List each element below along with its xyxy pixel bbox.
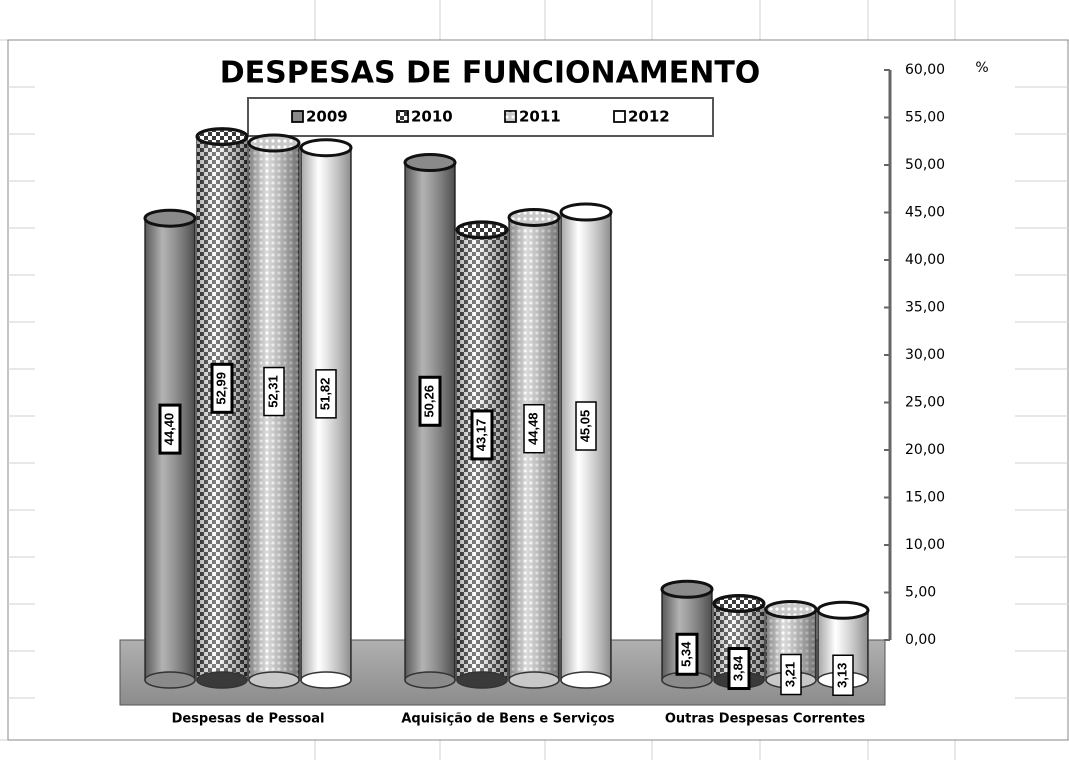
y-tick-label: 5,00 bbox=[905, 585, 936, 601]
value-label: 51,82 bbox=[317, 378, 332, 411]
value-label: 3,84 bbox=[730, 655, 745, 681]
value-label: 50,26 bbox=[421, 385, 436, 418]
value-label-box bbox=[727, 647, 751, 691]
legend-label: 2009 bbox=[306, 108, 348, 126]
bar-top-pattern bbox=[147, 212, 193, 225]
y-tick-label: 15,00 bbox=[905, 490, 945, 506]
x-tick-label: Aquisição de Bens e Serviços bbox=[401, 712, 615, 727]
value-label-box bbox=[418, 375, 442, 427]
y-tick-label: 55,00 bbox=[905, 110, 945, 126]
y-tick-label: 45,00 bbox=[905, 205, 945, 221]
y-tick-label: 10,00 bbox=[905, 537, 945, 553]
cylinder bbox=[507, 207, 561, 689]
bar-base bbox=[248, 671, 300, 689]
bar-base bbox=[144, 671, 196, 689]
y-tick-label: 50,00 bbox=[905, 157, 945, 173]
bar-top-pattern bbox=[716, 597, 762, 610]
legend-label: 2010 bbox=[411, 108, 453, 126]
value-label: 43,17 bbox=[473, 419, 488, 452]
value-label-box bbox=[263, 366, 285, 417]
bar-top-pattern bbox=[459, 223, 505, 236]
legend-swatch-pattern bbox=[504, 110, 517, 123]
value-label-box bbox=[780, 653, 802, 696]
x-tick-label: Despesas de Pessoal bbox=[172, 712, 325, 727]
value-label-box bbox=[575, 401, 597, 451]
bar-top-pattern bbox=[768, 603, 814, 616]
y-tick-label: 35,00 bbox=[905, 300, 945, 316]
value-label-box bbox=[315, 369, 337, 419]
value-label: 5,34 bbox=[678, 641, 693, 667]
cylinder bbox=[247, 133, 301, 689]
legend-swatch-pattern bbox=[613, 110, 626, 123]
value-label: 52,99 bbox=[213, 372, 228, 405]
bar-base bbox=[508, 671, 560, 689]
y-tick-label: 60,00 bbox=[905, 62, 945, 78]
value-label: 44,48 bbox=[525, 412, 540, 445]
bar-top-pattern bbox=[511, 211, 557, 224]
bar-base bbox=[456, 671, 508, 689]
y-unit: % bbox=[975, 60, 988, 76]
bar-top-pattern bbox=[303, 141, 349, 154]
bar-top-pattern bbox=[251, 137, 297, 150]
bar-top-pattern bbox=[664, 583, 710, 596]
value-label: 52,31 bbox=[265, 375, 280, 408]
sheet-grid bbox=[8, 86, 1069, 699]
cylinder bbox=[299, 138, 353, 689]
value-label: 3,21 bbox=[782, 662, 797, 687]
cylinder bbox=[764, 600, 818, 689]
bar-base bbox=[404, 671, 456, 689]
bar-top-pattern bbox=[563, 206, 609, 219]
bar-base bbox=[560, 671, 612, 689]
x-tick-label: Outras Despesas Correntes bbox=[665, 712, 866, 727]
legend bbox=[247, 97, 714, 137]
cylinder bbox=[403, 153, 457, 689]
value-label-box bbox=[675, 632, 699, 676]
legend-swatch-pattern bbox=[291, 110, 304, 123]
chart-title: DESPESAS DE FUNCIONAMENTO bbox=[220, 56, 761, 91]
value-label: 44,40 bbox=[161, 413, 176, 446]
value-label-box bbox=[158, 403, 182, 455]
bar-top-pattern bbox=[407, 156, 453, 169]
bar-top-pattern bbox=[199, 130, 245, 143]
value-label: 3,13 bbox=[834, 663, 849, 688]
legend-swatch-pattern bbox=[396, 110, 409, 123]
bar-top-pattern bbox=[820, 604, 866, 617]
y-tick-label: 40,00 bbox=[905, 252, 945, 268]
y-tick-label: 30,00 bbox=[905, 347, 945, 363]
value-label-box bbox=[210, 362, 234, 414]
y-tick-label: 20,00 bbox=[905, 442, 945, 458]
legend-label: 2011 bbox=[519, 108, 561, 126]
value-label-box bbox=[470, 409, 494, 461]
y-tick-label: 25,00 bbox=[905, 395, 945, 411]
value-label-box bbox=[832, 654, 854, 697]
value-label-box bbox=[523, 403, 545, 454]
y-tick-label: 0,00 bbox=[905, 632, 936, 648]
legend-label: 2012 bbox=[628, 108, 670, 126]
value-label: 45,05 bbox=[577, 410, 592, 443]
bar-base bbox=[300, 671, 352, 689]
bar-base bbox=[196, 671, 248, 689]
